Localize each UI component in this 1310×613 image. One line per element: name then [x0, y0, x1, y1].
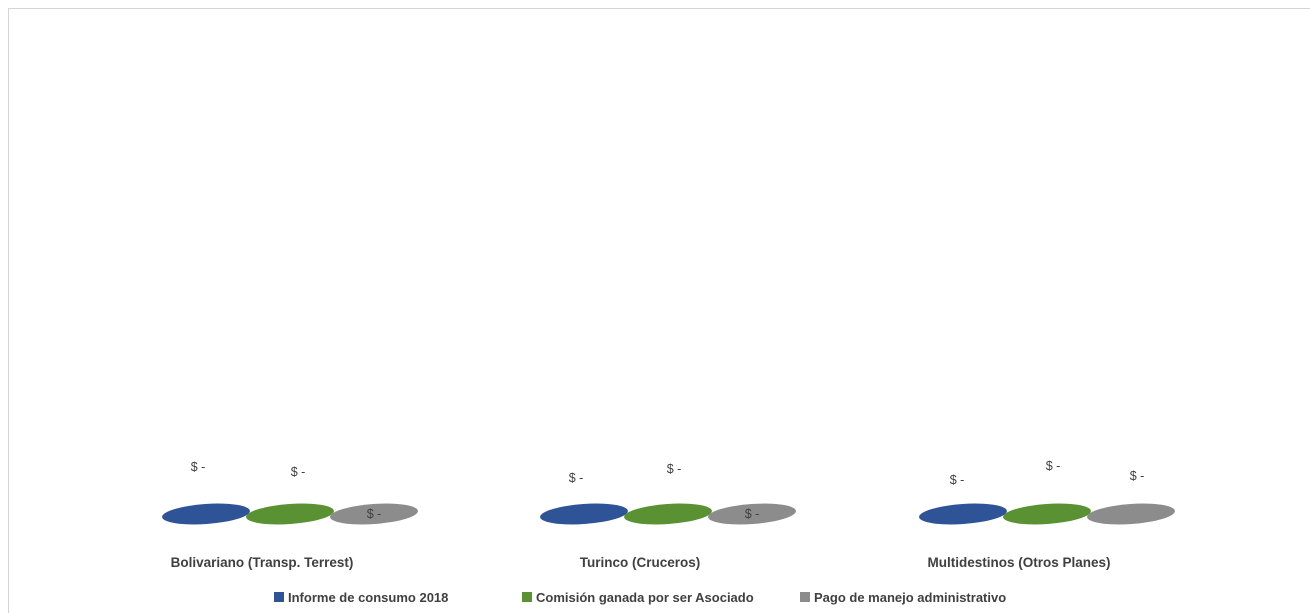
legend-swatch	[274, 592, 284, 602]
category-label: Turinco (Cruceros)	[580, 555, 701, 570]
bar	[540, 503, 628, 525]
category-label: Multidestinos (Otros Planes)	[927, 555, 1110, 570]
data-label: $ -	[367, 507, 382, 521]
data-label: $ -	[950, 473, 965, 487]
bar	[919, 503, 1007, 525]
category-label: Bolivariano (Transp. Terrest)	[171, 555, 354, 570]
data-label: $ -	[569, 471, 584, 485]
legend-swatch	[522, 592, 532, 602]
data-label: $ -	[291, 465, 306, 479]
bar	[330, 503, 418, 525]
data-label: $ -	[667, 462, 682, 476]
bar	[1003, 503, 1091, 525]
bar	[1087, 503, 1175, 525]
bar	[708, 503, 796, 525]
bar	[162, 503, 250, 525]
legend-item: Pago de manejo administrativo	[814, 590, 1006, 605]
data-label: $ -	[1130, 469, 1145, 483]
bar	[624, 503, 712, 525]
legend-item: Informe de consumo 2018	[288, 590, 448, 605]
bar	[246, 503, 334, 525]
data-label: $ -	[745, 507, 760, 521]
data-label: $ -	[1046, 459, 1061, 473]
legend-item: Comisión ganada por ser Asociado	[536, 590, 754, 605]
legend-swatch	[800, 592, 810, 602]
data-label: $ -	[191, 460, 206, 474]
